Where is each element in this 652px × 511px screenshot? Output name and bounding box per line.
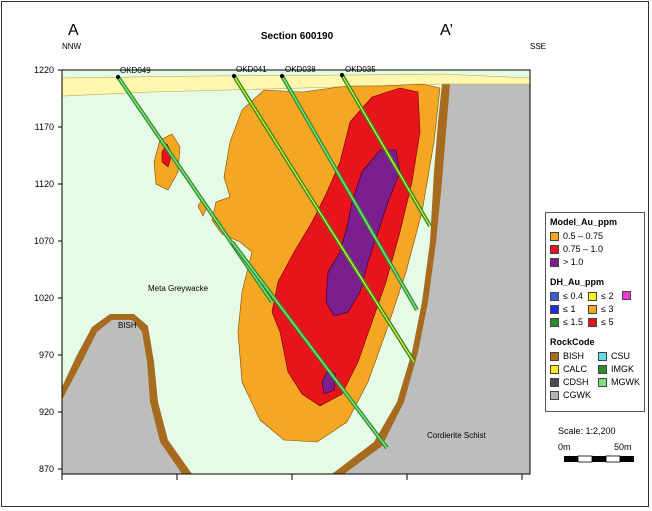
section-a-label: A <box>68 22 79 39</box>
label-okd049: OKD049 <box>120 66 151 75</box>
bish-band-left <box>62 314 192 474</box>
legend-model-title: Model_Au_ppm <box>550 217 618 227</box>
swatch-icon <box>550 244 559 254</box>
plot-frame <box>61 69 531 475</box>
bish-label: BISH <box>118 321 137 330</box>
drillhole-okd038[interactable] <box>280 75 419 311</box>
legend-rock-item-4: CDSH <box>550 377 589 387</box>
y-tick-1070: 1070 <box>34 236 54 246</box>
scale-text: Scale: 1:2,200 <box>558 426 616 436</box>
legend: Model_Au_ppm 0.5 – 0.75 0.75 – 1.0 > 1.0… <box>545 212 645 412</box>
scale-bar <box>564 455 634 463</box>
drillhole-okd035[interactable] <box>340 73 432 228</box>
nnw-label: NNW <box>62 42 82 51</box>
section-title: Section 600190 <box>261 31 334 42</box>
scale-block: Scale: 1:2,200 0m 50m <box>550 426 640 466</box>
drillhole-deep[interactable] <box>230 240 389 450</box>
swatch-icon <box>550 304 559 314</box>
y-tick-970: 970 <box>39 350 54 360</box>
legend-dh-item-5: ≤ 1.5 <box>550 317 583 327</box>
drillhole-okd041[interactable] <box>232 74 416 364</box>
swatch-icon <box>550 317 559 327</box>
swatch-icon <box>588 291 597 301</box>
y-tick-870: 870 <box>39 464 54 474</box>
y-axis: 1220 1170 1120 1070 1020 970 920 870 <box>34 65 62 474</box>
legend-model-item-2: > 1.0 <box>550 257 583 267</box>
y-tick-1170: 1170 <box>35 122 54 132</box>
legend-dh-item-4: ≤ 3 <box>588 304 613 314</box>
label-okd038: OKD038 <box>285 65 316 74</box>
bish-contact-band <box>332 84 450 474</box>
scale-right-label: 50m <box>614 442 632 452</box>
legend-dh-item-2 <box>622 291 635 300</box>
swatch-icon <box>588 317 597 327</box>
sse-label: SSE <box>530 42 546 51</box>
section-a-prime-label: A’ <box>440 22 453 39</box>
collar-okd041 <box>232 74 236 78</box>
swatch-icon <box>550 390 559 400</box>
legend-model-item-0: 0.5 – 0.75 <box>550 231 603 241</box>
meta-greywacke-label: Meta Greywacke <box>148 284 209 293</box>
swatch-icon <box>588 304 597 314</box>
legend-dh-item-0: ≤ 0.4 <box>550 291 583 301</box>
x-axis-ticks <box>61 474 523 480</box>
scale-left-label: 0m <box>558 442 571 452</box>
swatch-icon <box>550 377 559 387</box>
y-tick-920: 920 <box>39 407 54 417</box>
y-tick-1120: 1120 <box>35 179 54 189</box>
y-tick-1220: 1220 <box>34 65 54 75</box>
drillhole-okd049[interactable] <box>116 75 274 304</box>
label-okd041: OKD041 <box>236 65 267 74</box>
label-okd035: OKD035 <box>345 65 376 74</box>
high-grade-zone <box>325 149 401 317</box>
swatch-icon <box>550 257 559 267</box>
collar-okd035 <box>340 73 344 77</box>
swatch-icon <box>550 231 559 241</box>
cordierite-schist-label: Cordierite Schist <box>427 431 486 440</box>
collar-okd049 <box>116 75 120 79</box>
swatch-icon <box>622 291 631 300</box>
legend-dh-item-1: ≤ 2 <box>588 291 613 301</box>
legend-dh-item-6: ≤ 5 <box>588 317 613 327</box>
legend-dh-title: DH_Au_ppm <box>550 277 605 287</box>
legend-rock-item-0: BISH <box>550 351 584 361</box>
collar-okd038 <box>280 74 284 78</box>
legend-rock-item-6: CGWK <box>550 390 591 400</box>
legend-rock-item-2: CALC <box>550 364 587 374</box>
legend-rock-item-5: MGWK <box>598 377 640 387</box>
swatch-icon <box>550 291 559 301</box>
swatch-icon <box>598 377 607 387</box>
swatch-icon <box>550 351 559 361</box>
swatch-icon <box>598 364 607 374</box>
legend-model-item-1: 0.75 – 1.0 <box>550 244 603 254</box>
legend-rock-item-3: IMGK <box>598 364 634 374</box>
cgwk-zone-left <box>62 320 182 474</box>
legend-rock-item-1: CSU <box>598 351 630 361</box>
legend-rock-title: RockCode <box>550 337 595 347</box>
swatch-icon <box>550 364 559 374</box>
y-tick-1020: 1020 <box>34 293 54 303</box>
legend-dh-item-3: ≤ 1 <box>550 304 575 314</box>
swatch-icon <box>598 351 607 361</box>
